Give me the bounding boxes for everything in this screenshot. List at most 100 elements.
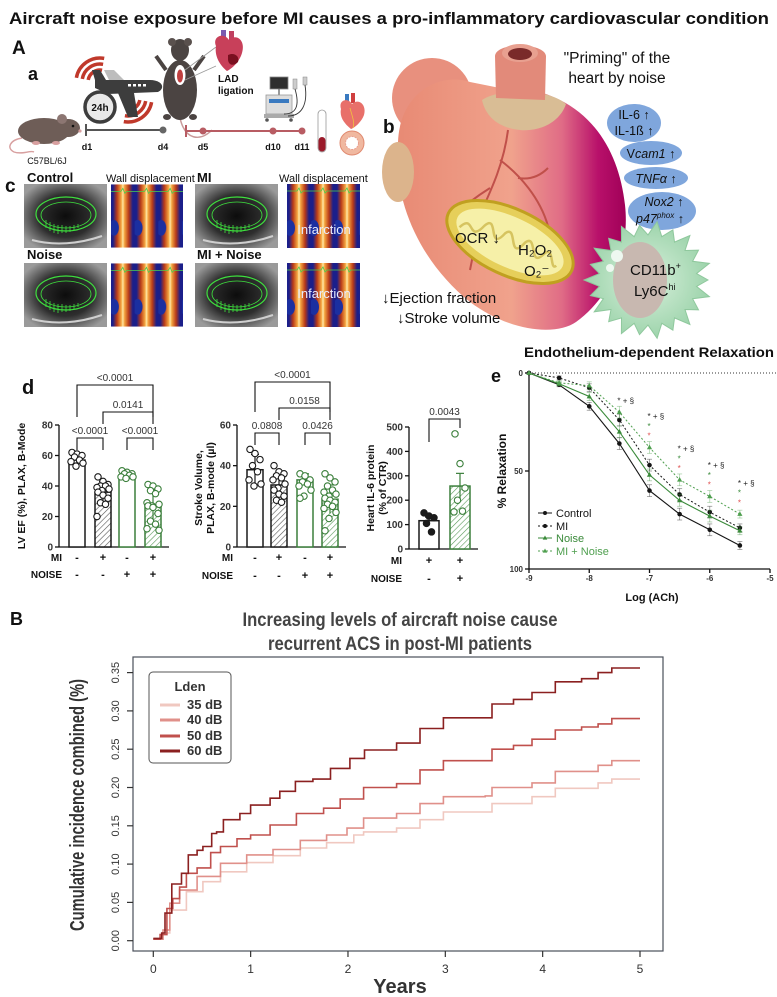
marker-vcam1-prefix: V — [627, 147, 636, 161]
lv-ef-data-point — [155, 500, 163, 509]
marker-bubble — [607, 104, 661, 142]
lv-ef-y-tick-label: 20 — [42, 512, 54, 523]
lv-ef-condition-sign: - — [101, 569, 105, 581]
relaxation-marker-mi-noise — [616, 409, 622, 414]
stroke-volume-data-point — [257, 480, 265, 488]
relaxation-significance-mark: * — [708, 471, 711, 480]
legend-label-control: Control — [556, 508, 591, 520]
lv-ef-y-tick-label: 0 — [47, 543, 53, 554]
infarction-overlay: Infarction — [297, 222, 350, 237]
relaxation-x-tick-label: -8 — [586, 574, 594, 583]
relaxation-significance-mark: * + § — [738, 479, 755, 488]
mitochondrion-icon — [445, 199, 575, 285]
stroke-volume-data-point — [320, 504, 328, 513]
stroke-volume-data-point — [331, 478, 339, 486]
lv-ef-condition-sign: + — [100, 552, 106, 564]
lv-ef-bar — [118, 474, 136, 548]
stroke-volume-data-point — [321, 526, 329, 535]
relaxation-line-mi-noise — [528, 372, 741, 515]
heart-il6-data-point — [422, 519, 431, 528]
incidence-legend-title: Lden — [174, 679, 205, 694]
relaxation-marker-control — [617, 441, 622, 446]
relaxation-marker-noise — [707, 513, 713, 518]
heart-il6-y-axis-title: Heart IL-6 protein — [365, 445, 377, 532]
marker-tnfa: TNFα ↑ — [635, 172, 676, 186]
incidence-y-tick-label: 0.10 — [110, 853, 122, 874]
stroke-volume-y-axis-title: Stroke Volume, — [193, 450, 205, 526]
lv-ef-data-point — [151, 489, 160, 498]
stroke-volume-condition-sign: - — [253, 570, 257, 582]
heart-icon — [215, 30, 243, 71]
chart-lv-ejection-fraction: 0 20 40 60 80 LV EF (%), PLAX, B-Mode MI - + - + NO… — [16, 373, 169, 581]
stroke-volume-data-point — [326, 474, 334, 482]
heart-il6-condition-sign: - — [427, 573, 431, 585]
incidence-y-tick-label: 0.00 — [110, 930, 122, 951]
heart-il6-data-point — [456, 459, 464, 468]
incidence-curve-35-db — [153, 778, 640, 940]
stroke-volume-condition-sign: + — [327, 570, 333, 582]
stroke-volume-significance-bracket — [304, 432, 331, 445]
up-arrow-icon: ↑ — [674, 212, 684, 226]
lv-ef-data-point — [154, 509, 162, 518]
panel-label-b: b — [383, 117, 395, 138]
lv-ef-significance-bracket — [102, 411, 154, 424]
panel-label-d: d — [22, 377, 34, 399]
stroke-volume-data-point — [328, 502, 337, 511]
lv-ef-data-point — [122, 474, 130, 483]
priming-label-line2: heart by noise — [568, 70, 665, 87]
incidence-chart-title-line1: Increasing levels of aircraft noise caus… — [243, 610, 558, 631]
cell-vesicle — [611, 250, 623, 262]
incidence-curve-40-db — [153, 759, 640, 940]
marker-il1b: IL-1ß ↑ — [615, 124, 654, 138]
lv-ef-data-point — [105, 485, 113, 493]
marker-bubble — [628, 192, 696, 230]
heart-il6-data-point — [461, 484, 469, 492]
stroke-volume-significance-bracket — [254, 432, 280, 445]
relaxation-significance-mark: * — [648, 422, 651, 431]
relaxation-marker-mi — [677, 492, 682, 497]
incidence-plot-frame — [132, 656, 664, 952]
incidence-x-tick-label: 2 — [345, 962, 352, 976]
relaxation-marker-mi-noise — [677, 477, 683, 482]
procedure-label-line1: LAD — [218, 74, 239, 85]
heart-il6-condition-sign: + — [457, 573, 463, 585]
incidence-y-tick-label: 0.35 — [110, 662, 122, 683]
legend-marker-control — [543, 511, 547, 515]
incidence-x-tick-label: 4 — [539, 962, 546, 976]
stroke-volume-data-point — [296, 494, 304, 502]
incidence-x-tick-label: 1 — [247, 962, 254, 976]
relaxation-line-noise — [528, 372, 741, 532]
stroke-volume-y-tick-label: 0 — [225, 543, 231, 554]
heart-il6-data-point — [451, 430, 459, 438]
incidence-legend-label-60-db: 60 dB — [187, 743, 222, 758]
monocyte-cell-icon — [582, 220, 711, 340]
figure-title: Aircraft noise exposure before MI causes… — [9, 9, 769, 28]
incidence-legend-label-40-db: 40 dB — [187, 712, 222, 727]
stroke-volume-significance-bracket — [254, 381, 331, 412]
legend-marker-mi — [543, 524, 547, 528]
stroke-volume-data-point — [332, 508, 340, 517]
stroke-volume-y-tick-label: 20 — [220, 502, 232, 513]
incidence-y-tick-label: 0.25 — [110, 738, 122, 759]
lv-ef-data-point — [155, 526, 163, 534]
lv-ef-data-point — [151, 520, 160, 528]
cd11b-superscript: + — [676, 261, 681, 271]
heart-il6-condition-label: NOISE — [371, 574, 402, 585]
stroke-volume-data-point — [253, 468, 262, 476]
relaxation-significance-mark: * + § — [678, 444, 695, 453]
ly6c-superscript: hi — [668, 282, 675, 292]
effect-stroke-volume: ↓Stroke volume — [397, 310, 500, 327]
relaxation-marker-control — [677, 511, 682, 517]
incidence-x-tick-label: 3 — [442, 962, 449, 976]
marker-vcam1: Vcam1 ↑ — [627, 147, 676, 161]
stroke-volume-data-point — [245, 476, 253, 484]
cd11b-text: CD11b — [630, 262, 676, 279]
stroke-volume-condition-label: MI — [222, 553, 233, 564]
legend-marker-mi-noise — [542, 548, 548, 553]
relaxation-marker-control — [647, 488, 652, 493]
heart-il6-data-point — [453, 496, 462, 504]
panel-label-B: B — [10, 609, 23, 629]
lv-ef-data-point — [143, 524, 151, 533]
timeline-mi: d5 d10 d11 — [185, 125, 310, 152]
wall-displacement-label: Wall displacement — [279, 173, 368, 185]
